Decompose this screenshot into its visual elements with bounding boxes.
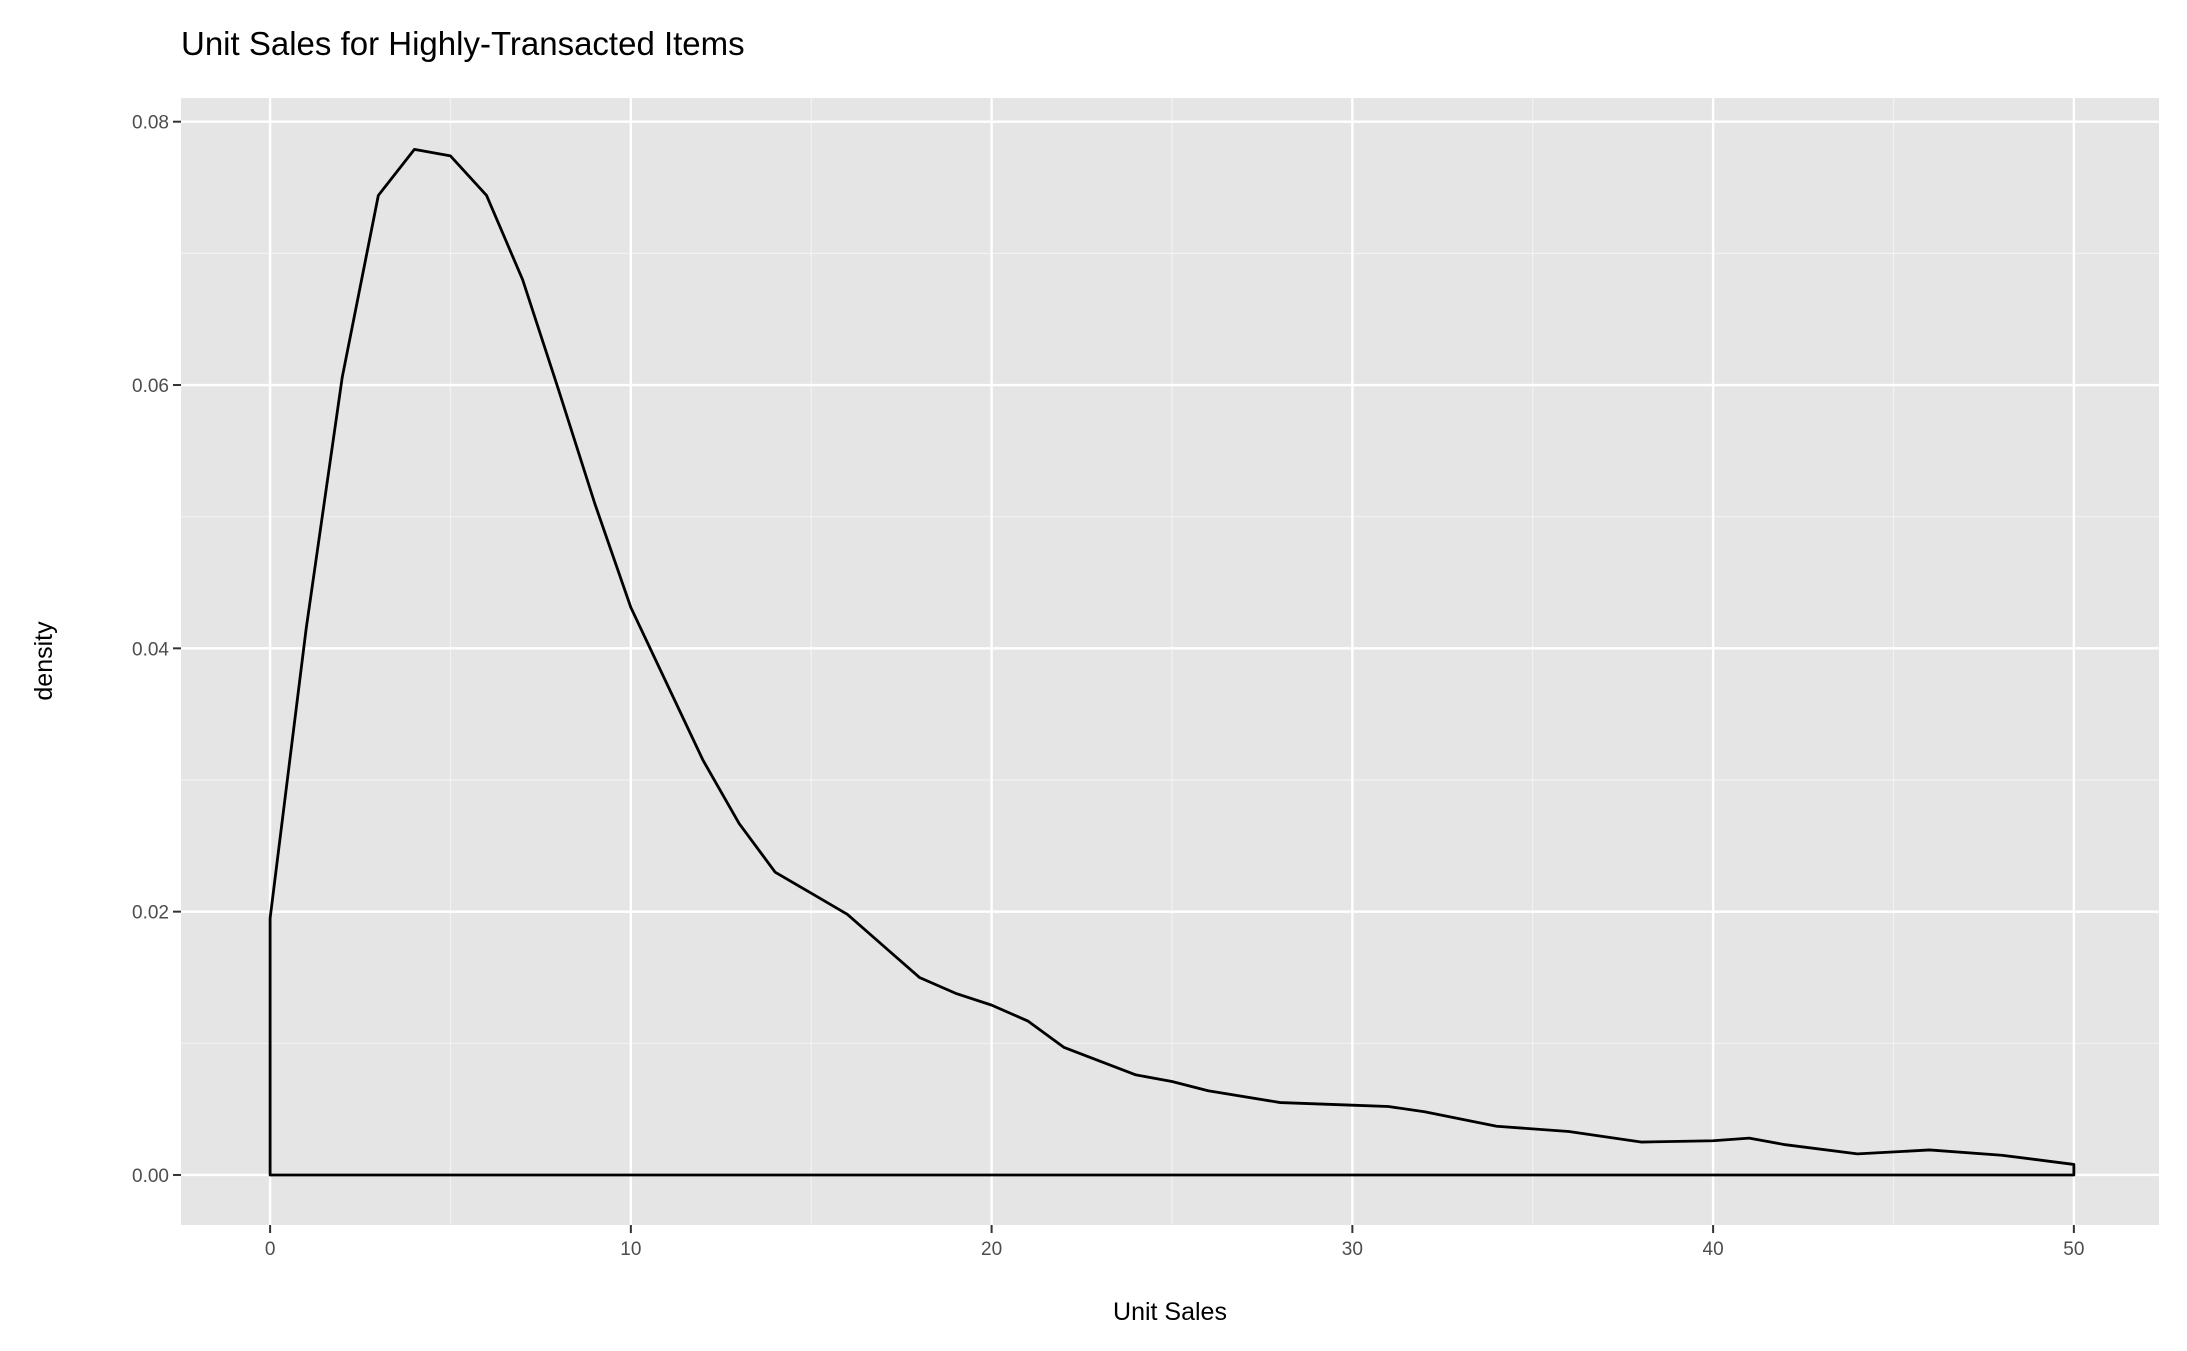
panel (181, 98, 2159, 1225)
density-curve (268, 147, 2076, 1177)
x-tick-label: 50 (2063, 1239, 2084, 1260)
chart-title: Unit Sales for Highly-Transacted Items (181, 25, 745, 62)
y-tick-label: 0.04 (132, 639, 169, 660)
x-tick-label: 10 (620, 1239, 641, 1260)
y-tick-label: 0.08 (132, 113, 169, 134)
y-tick-label: 0.02 (132, 903, 169, 924)
y-tick-label: 0.00 (132, 1166, 169, 1187)
x-axis-title: Unit Sales (1113, 1298, 1227, 1326)
x-tick-label: 0 (265, 1239, 276, 1260)
x-tick-label: 20 (981, 1239, 1002, 1260)
y-axis-title: density (30, 621, 58, 701)
y-tick-label: 0.06 (132, 376, 169, 397)
x-tick-label: 30 (1342, 1239, 1363, 1260)
x-tick-label: 40 (1703, 1239, 1724, 1260)
